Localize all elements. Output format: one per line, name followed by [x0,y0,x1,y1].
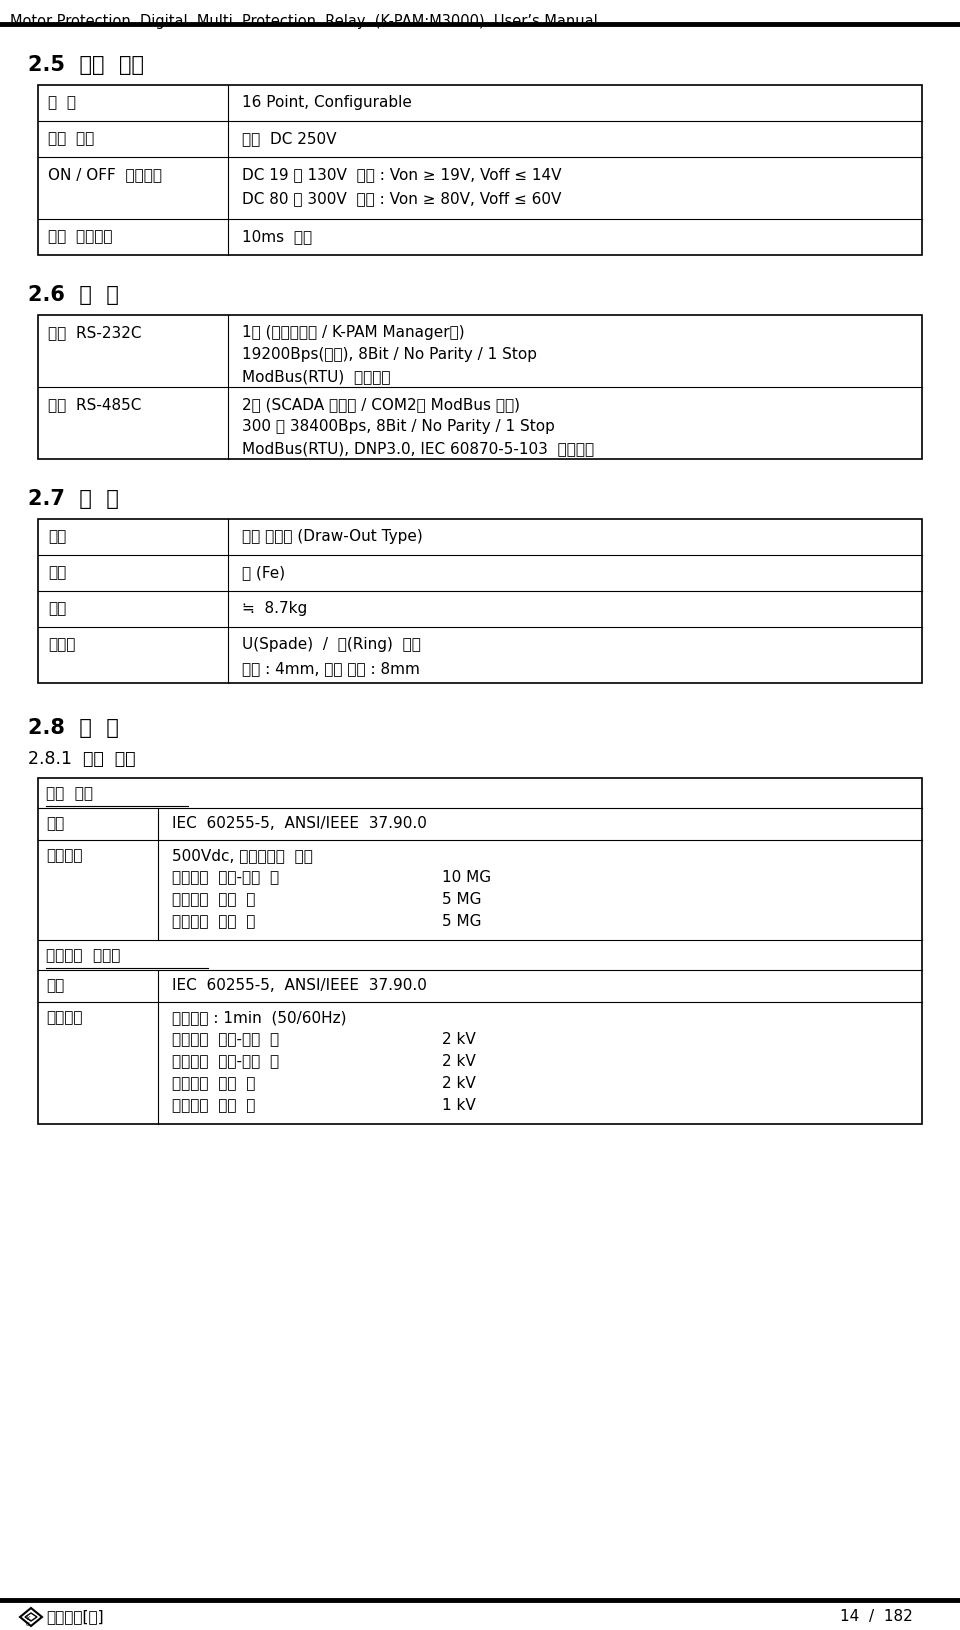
Text: 2 kV: 2 kV [442,1032,476,1046]
Text: Motor Protection  Digital  Multi  Protection  Relay  (K-PAM:M3000)  User’s Manua: Motor Protection Digital Multi Protectio… [10,15,598,29]
Text: 5 MG: 5 MG [442,892,482,906]
Text: 개  수: 개 수 [48,95,76,109]
Text: 최대  DC 250V: 최대 DC 250V [242,130,337,147]
Text: 2.5  입력  접점: 2.5 입력 접점 [28,55,144,75]
Text: 5 MG: 5 MG [442,914,482,929]
Text: 단자대: 단자대 [48,637,76,652]
Text: 2 kV: 2 kV [442,1055,476,1069]
Text: 접점회로  단자  간: 접점회로 단자 간 [172,914,255,929]
Text: 2 kV: 2 kV [442,1076,476,1090]
Text: 19200Bps(고정), 8Bit / No Parity / 1 Stop: 19200Bps(고정), 8Bit / No Parity / 1 Stop [242,347,537,362]
Text: 규격: 규격 [46,817,64,831]
Text: 규격: 규격 [46,978,64,993]
Text: 2.8.1  절연  시험: 2.8.1 절연 시험 [28,750,135,768]
Text: 접점  반영시간: 접점 반영시간 [48,228,112,244]
Text: 2.6  통  신: 2.6 통 신 [28,285,119,305]
Text: 통신회로  일괄-대지  간: 통신회로 일괄-대지 간 [172,1055,279,1069]
Text: ModBus(RTU), DNP3.0, IEC 60870-5-103  프로토콜: ModBus(RTU), DNP3.0, IEC 60870-5-103 프로토… [242,442,594,456]
Text: 전기회로  일괄-대지  간: 전기회로 일괄-대지 간 [172,1032,279,1046]
Text: 300 ～ 38400Bps, 8Bit / No Parity / 1 Stop: 300 ～ 38400Bps, 8Bit / No Parity / 1 Sto… [242,419,555,434]
Text: 인가시간 : 1min  (50/60Hz): 인가시간 : 1min (50/60Hz) [172,1011,347,1025]
Text: U(Spade)  /  링(Ring)  러그: U(Spade) / 링(Ring) 러그 [242,637,420,652]
Text: 철 (Fe): 철 (Fe) [242,566,285,580]
Text: ON / OFF  인식전압: ON / OFF 인식전압 [48,166,162,183]
Text: 전기회로  일괄-대지  간: 전기회로 일괄-대지 간 [172,870,279,885]
Text: 상세내용: 상세내용 [46,1011,83,1025]
Text: 16 Point, Configurable: 16 Point, Configurable [242,95,412,109]
Text: 500Vdc, 절연저항계  측정: 500Vdc, 절연저항계 측정 [172,848,313,862]
Text: 전면  RS-232C: 전면 RS-232C [48,324,141,341]
Text: 2개 (SCADA 통신용 / COM2는 ModBus 전용): 2개 (SCADA 통신용 / COM2는 ModBus 전용) [242,398,520,412]
Text: 2.8  시  험: 2.8 시 험 [28,717,119,738]
Text: 상용주파  내전압: 상용주파 내전압 [46,949,120,963]
Text: 1 kV: 1 kV [442,1099,476,1113]
Text: 상세내용: 상세내용 [46,848,83,862]
Text: K
C: K C [26,1615,30,1627]
Text: ≒  8.7kg: ≒ 8.7kg [242,601,307,616]
Text: 재질: 재질 [48,566,66,580]
Text: IEC  60255-5,  ANSI/IEEE  37.90.0: IEC 60255-5, ANSI/IEEE 37.90.0 [172,817,427,831]
Text: DC 19 ～ 130V  전원 : Von ≥ 19V, Voff ≤ 14V: DC 19 ～ 130V 전원 : Von ≥ 19V, Voff ≤ 14V [242,166,562,183]
Bar [38,315,922,460]
Text: 1개 (유지보수용 / K-PAM Manager용): 1개 (유지보수용 / K-PAM Manager용) [242,324,465,341]
Bar [38,85,922,254]
Text: 무게: 무게 [48,601,66,616]
Text: 절연  저항: 절연 저항 [46,786,93,800]
Text: 2.7  외  함: 2.7 외 함 [28,489,119,509]
Text: IEC  60255-5,  ANSI/IEEE  37.90.0: IEC 60255-5, ANSI/IEEE 37.90.0 [172,978,427,993]
Text: 10 MG: 10 MG [442,870,492,885]
Text: 입력  전압: 입력 전압 [48,130,94,147]
Text: 경보전기[주]: 경보전기[주] [46,1609,104,1623]
Bar [38,518,922,683]
Text: 전기회로  상호  간: 전기회로 상호 간 [172,1076,255,1090]
Text: DC 80 ～ 300V  전원 : Von ≥ 80V, Voff ≤ 60V: DC 80 ～ 300V 전원 : Von ≥ 80V, Voff ≤ 60V [242,191,562,205]
Text: 후면  RS-485C: 후면 RS-485C [48,398,141,412]
Text: ModBus(RTU)  프로토콜: ModBus(RTU) 프로토콜 [242,368,391,385]
Text: 내경 : 4mm, 최대 외경 : 8mm: 내경 : 4mm, 최대 외경 : 8mm [242,662,420,676]
Text: 매입 인출형 (Draw-Out Type): 매입 인출형 (Draw-Out Type) [242,530,422,544]
Text: 구조: 구조 [48,530,66,544]
Text: 접점회로  단자  간: 접점회로 단자 간 [172,1099,255,1113]
Text: 10ms  이하: 10ms 이하 [242,228,312,244]
Bar [38,778,922,1125]
Text: 14  /  182: 14 / 182 [840,1609,913,1623]
Text: 전기회로  상호  간: 전기회로 상호 간 [172,892,255,906]
